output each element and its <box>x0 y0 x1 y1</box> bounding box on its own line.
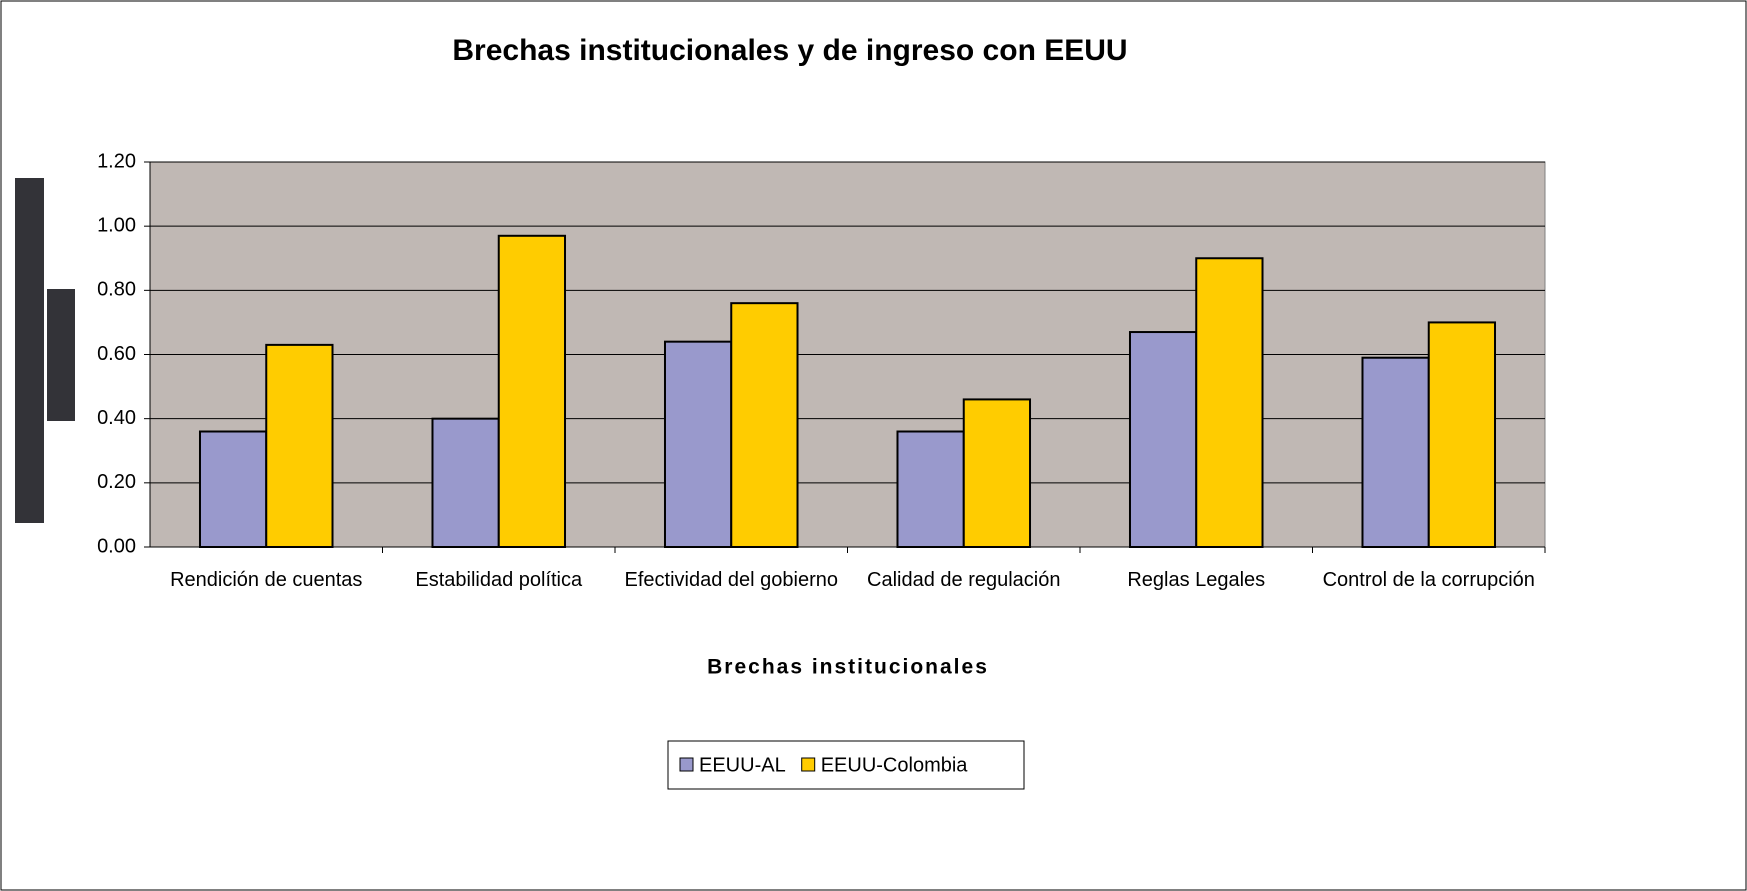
legend-swatch <box>801 757 816 772</box>
bar <box>431 417 500 548</box>
bar <box>1361 356 1430 549</box>
x-tick-label: Control de la corrupción <box>1322 569 1535 591</box>
bar <box>896 430 965 548</box>
bar <box>497 234 567 549</box>
x-tick-label: Efectividad del gobierno <box>624 569 838 591</box>
chart-title: Brechas institucionales y de ingreso con… <box>452 34 1127 67</box>
legend-label: EEUU-AL <box>699 754 786 776</box>
bar <box>1128 331 1198 548</box>
x-tick-label: Reglas Legales <box>1127 569 1266 591</box>
bar <box>730 302 799 548</box>
x-axis-title: Brechas institucionales <box>707 656 989 679</box>
legend-swatch <box>679 757 694 772</box>
x-tick-label: Rendición de cuentas <box>170 569 363 591</box>
y-tick-label: 0.40 <box>97 407 136 429</box>
x-tick-label: Estabilidad política <box>415 569 583 591</box>
bar <box>962 398 1032 548</box>
y-tick-label: 0.60 <box>97 343 136 365</box>
decoration <box>15 178 44 523</box>
bar <box>1195 257 1264 548</box>
y-tick-label: 0.80 <box>97 279 136 301</box>
y-tick-label: 1.20 <box>97 150 136 172</box>
x-tick-label: Calidad de regulación <box>867 569 1061 591</box>
bar <box>265 343 334 548</box>
y-tick-label: 0.00 <box>97 535 136 557</box>
decoration <box>47 289 75 421</box>
y-tick-label: 0.20 <box>97 471 136 493</box>
legend-box <box>667 740 1025 790</box>
bar <box>663 340 733 548</box>
bar <box>1427 321 1497 548</box>
bar <box>198 430 268 548</box>
legend-label: EEUU-Colombia <box>821 754 969 776</box>
y-tick-label: 1.00 <box>97 214 136 236</box>
